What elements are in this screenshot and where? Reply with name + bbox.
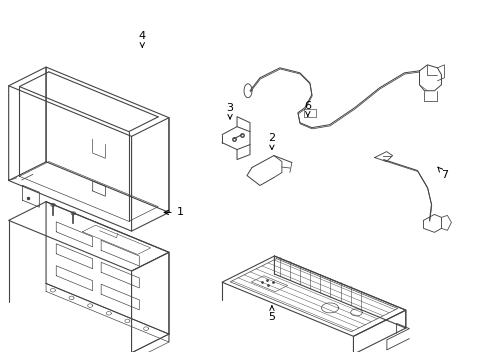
Text: 4: 4: [139, 31, 146, 47]
Text: 7: 7: [438, 167, 448, 180]
Text: 1: 1: [164, 207, 184, 217]
Text: 2: 2: [269, 132, 275, 149]
Text: 3: 3: [226, 103, 234, 119]
Text: 6: 6: [304, 101, 311, 116]
Text: 5: 5: [269, 306, 275, 322]
